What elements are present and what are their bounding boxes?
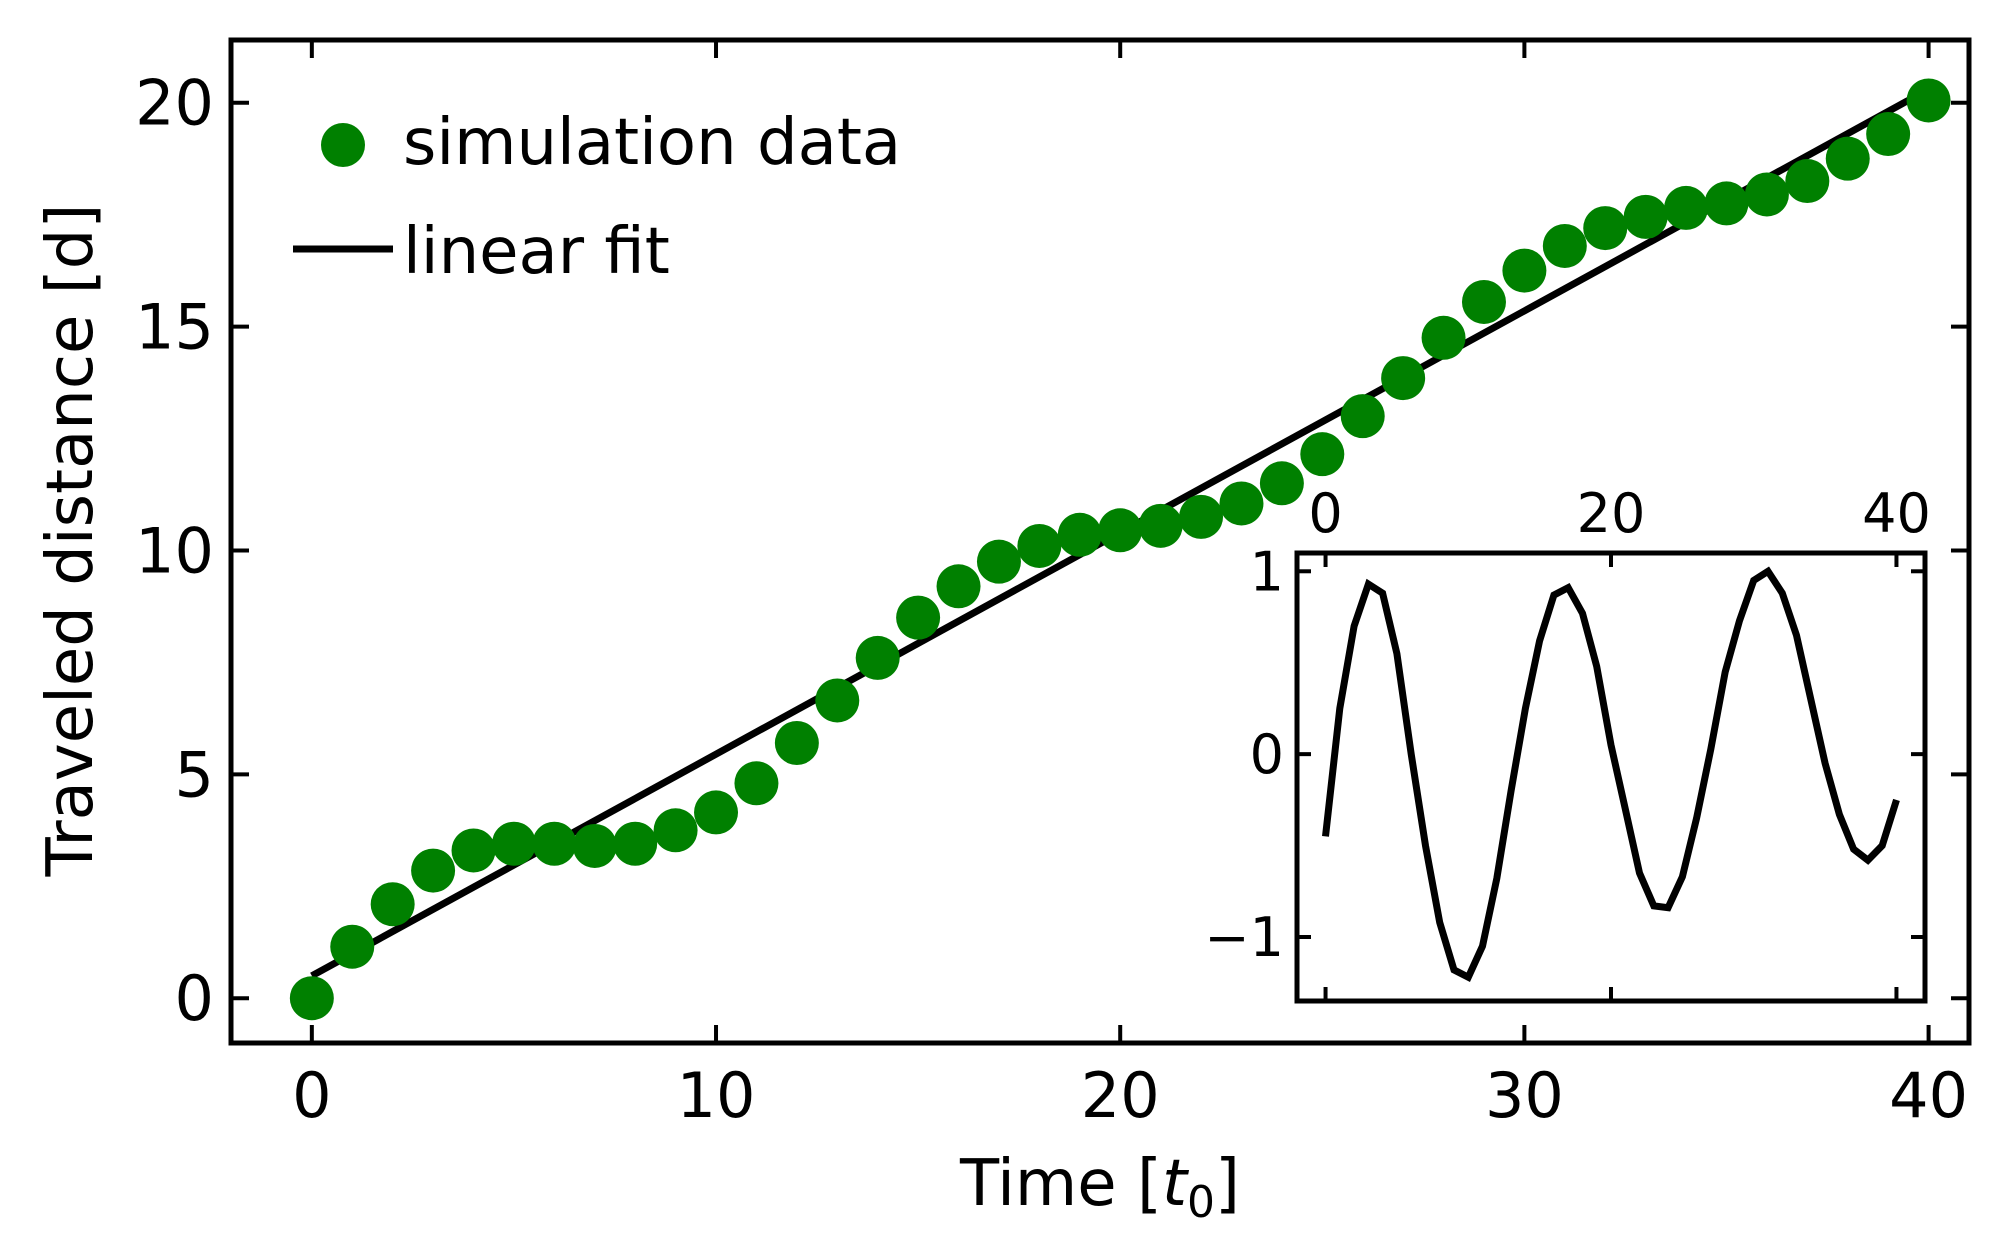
main-plot-frame	[228, 37, 1972, 1046]
y-tick-label: 5	[175, 738, 214, 811]
data-point	[1704, 181, 1749, 226]
inset-y-tick-label: 1	[1250, 540, 1284, 603]
data-point	[815, 678, 860, 723]
legend-marker-simulation	[321, 123, 365, 167]
data-point	[774, 720, 819, 765]
data-point	[1825, 136, 1870, 181]
data-point	[1542, 223, 1587, 268]
inset-x-tick-label: 40	[1862, 482, 1931, 545]
data-point	[1340, 394, 1385, 439]
data-point	[1906, 78, 1951, 123]
data-point	[532, 821, 577, 866]
data-point	[1098, 508, 1143, 553]
data-point	[653, 808, 698, 853]
data-point	[1219, 481, 1264, 526]
legend: simulation data linear fit	[293, 106, 901, 289]
x-axis-title: Time [t0]	[959, 1147, 1240, 1228]
inset-x-tick-label: 20	[1577, 482, 1646, 545]
data-point	[1057, 512, 1102, 557]
data-point	[1259, 461, 1304, 506]
data-point	[1502, 248, 1547, 293]
data-point	[1017, 523, 1062, 568]
y-tick-label: 15	[135, 291, 214, 364]
data-point	[613, 821, 658, 866]
data-point	[1583, 206, 1628, 251]
legend-label-fit: linear fit	[403, 215, 670, 289]
x-tick-label: 40	[1889, 1059, 1968, 1132]
legend-label-simulation: simulation data	[403, 106, 901, 180]
data-point	[936, 564, 981, 609]
data-point	[491, 821, 536, 866]
inset-plot: 0 20 40−101	[1204, 482, 1931, 1004]
y-tick-label: 0	[175, 962, 214, 1035]
x-tick-label: 0	[292, 1059, 331, 1132]
data-point	[694, 790, 739, 835]
inset-residual-line	[1322, 566, 1900, 982]
data-point	[1179, 494, 1224, 539]
data-point	[1381, 356, 1426, 401]
main-series	[289, 78, 1951, 1021]
inset-ticks	[1297, 553, 1925, 1001]
data-point	[1138, 503, 1183, 548]
data-point	[1623, 194, 1668, 239]
data-point	[1461, 279, 1506, 324]
inset-tick-labels: 0 20 40−101	[1204, 482, 1930, 969]
data-point	[1785, 159, 1830, 204]
inset-series	[1322, 566, 1900, 982]
y-tick-label: 20	[135, 67, 214, 140]
data-point	[1744, 172, 1789, 217]
data-point	[976, 539, 1021, 584]
data-point	[572, 823, 617, 868]
data-point	[734, 761, 779, 806]
y-tick-label: 10	[135, 514, 214, 587]
inset-background	[1297, 553, 1925, 1001]
x-tick-label: 30	[1485, 1059, 1564, 1132]
y-axis-title: Traveled distance [d]	[34, 204, 108, 878]
data-point	[370, 882, 415, 927]
inset-y-tick-label: 0	[1250, 723, 1284, 786]
data-point	[451, 828, 496, 873]
data-point	[289, 976, 334, 1021]
main-ticks	[231, 40, 1969, 1043]
data-point	[855, 635, 900, 680]
inset-x-tick-label: 0	[1308, 482, 1342, 545]
data-point	[1421, 315, 1466, 360]
data-point	[896, 595, 941, 640]
data-point	[411, 848, 456, 893]
data-point	[1664, 185, 1709, 230]
data-point	[1300, 432, 1345, 477]
inset-y-tick-label: −1	[1204, 906, 1284, 969]
x-tick-label: 20	[1081, 1059, 1160, 1132]
x-tick-label: 10	[677, 1059, 756, 1132]
data-point	[330, 924, 375, 969]
data-point	[1866, 112, 1911, 157]
